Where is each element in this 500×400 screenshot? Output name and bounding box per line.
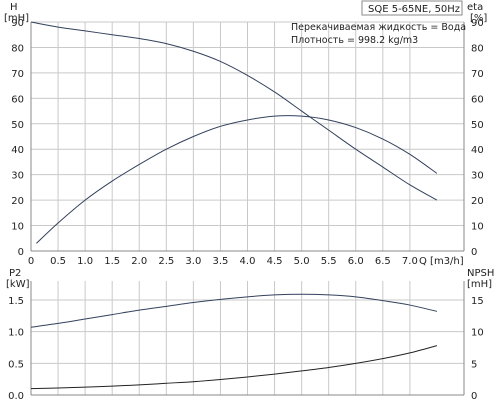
top-right-tick-label: 10 bbox=[471, 222, 484, 233]
bottom-left-tick-label: 0.5 bbox=[8, 359, 24, 370]
top-right-tick-label: 30 bbox=[471, 171, 484, 182]
bottom-chart-grid bbox=[31, 281, 464, 395]
series-line-h bbox=[30, 21, 438, 201]
top-left-tick-label: 0 bbox=[18, 247, 24, 258]
tick-labels: 0 0.5 1.0 1.5 2.0 2.5 3.0 3.5 4.0 4.5 5.0 5.5 6.0 6.5… bbox=[8, 18, 484, 400]
fluid-annotation: Перекачиваемая жидкость = Вода bbox=[291, 22, 466, 33]
x-tick-label: 2.0 bbox=[131, 256, 147, 267]
x-tick-label: 3.0 bbox=[185, 256, 201, 267]
chart-title: SQE 5-65NE, 50Hz bbox=[368, 4, 460, 15]
x-tick-label: 0 bbox=[28, 256, 34, 267]
density-annotation: Плотность = 998.2 kg/m3 bbox=[291, 35, 418, 46]
x-tick-label: 7.0 bbox=[402, 256, 418, 267]
top-left-tick-label: 50 bbox=[11, 120, 24, 131]
series-line-p2 bbox=[30, 293, 438, 328]
top-right-tick-label: 60 bbox=[471, 94, 484, 105]
top-right-tick-label: 50 bbox=[471, 120, 484, 131]
top-right-tick-label: 90 bbox=[471, 18, 484, 29]
x-tick-label: 1.5 bbox=[104, 256, 120, 267]
bottom-right-tick-label: 5 bbox=[471, 359, 477, 370]
top-left-tick-label: 40 bbox=[11, 145, 24, 156]
x-tick-label: 0.5 bbox=[50, 256, 66, 267]
x-tick-label: 5.5 bbox=[321, 256, 337, 267]
bottom-right-tick-label: 15 bbox=[471, 296, 484, 307]
bottom-left-tick-label: 1.5 bbox=[8, 296, 24, 307]
x-tick-label: 6.0 bbox=[348, 256, 364, 267]
top-left-tick-label: 60 bbox=[11, 94, 24, 105]
chart-series bbox=[30, 21, 438, 390]
top-right-tick-label: 20 bbox=[471, 196, 484, 207]
bottom-right-tick-label: 10 bbox=[471, 328, 484, 339]
top-left-axis-label: H [mH] bbox=[4, 2, 29, 24]
top-left-tick-label: 70 bbox=[11, 69, 24, 80]
x-tick-label: 1.0 bbox=[77, 256, 93, 267]
bottom-right-axis-label: NPSH [mH] bbox=[467, 268, 494, 290]
top-right-tick-label: 70 bbox=[471, 69, 484, 80]
top-left-tick-label: 80 bbox=[11, 43, 24, 54]
bottom-left-tick-label: 0.0 bbox=[8, 391, 24, 400]
top-chart-grid bbox=[31, 21, 464, 251]
top-right-tick-label: 40 bbox=[471, 145, 484, 156]
bottom-right-tick-label: 0 bbox=[471, 391, 477, 400]
x-tick-label: 6.5 bbox=[375, 256, 391, 267]
x-tick-label: 4.0 bbox=[240, 256, 256, 267]
top-right-axis-label: eta [%] bbox=[467, 2, 487, 24]
top-left-tick-label: 90 bbox=[11, 18, 24, 29]
chart-title-box bbox=[361, 0, 463, 16]
series-line-npsh bbox=[30, 345, 438, 390]
x-tick-label: 3.5 bbox=[212, 256, 228, 267]
x-axis-label: Q [m3/h] bbox=[419, 256, 464, 267]
top-right-tick-label: 80 bbox=[471, 43, 484, 54]
bottom-left-axis-label: P2 [kW] bbox=[6, 268, 30, 290]
series-line-eta bbox=[36, 115, 438, 244]
top-left-tick-label: 30 bbox=[11, 171, 24, 182]
x-tick-label: 5.0 bbox=[294, 256, 310, 267]
x-tick-label: 2.5 bbox=[158, 256, 174, 267]
top-right-tick-label: 0 bbox=[471, 247, 477, 258]
bottom-left-tick-label: 1.0 bbox=[8, 328, 24, 339]
x-tick-label: 4.5 bbox=[267, 256, 283, 267]
top-left-tick-label: 20 bbox=[11, 196, 24, 207]
top-left-tick-label: 10 bbox=[11, 222, 24, 233]
